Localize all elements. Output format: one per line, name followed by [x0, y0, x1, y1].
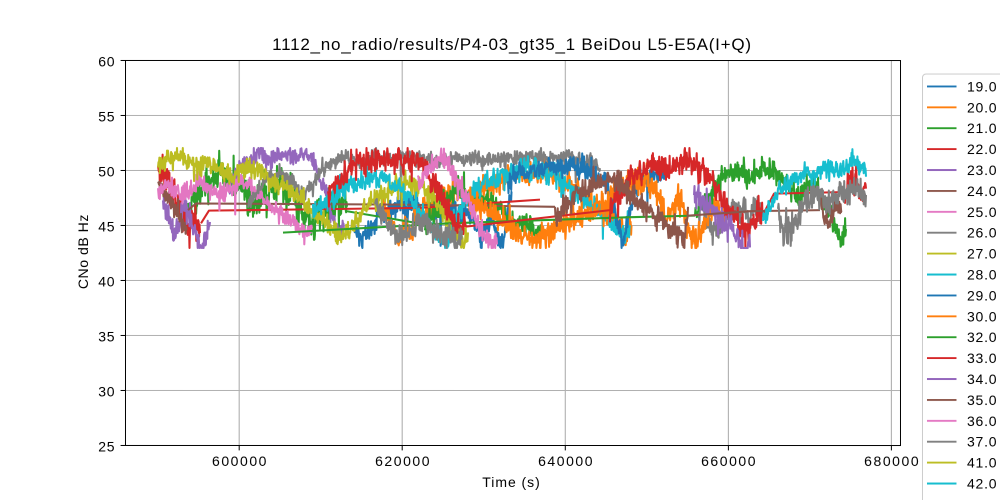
- svg-text:36.0: 36.0: [967, 413, 997, 429]
- svg-text:660000: 660000: [701, 453, 757, 469]
- svg-text:55: 55: [98, 108, 115, 124]
- svg-text:27.0: 27.0: [967, 246, 997, 262]
- svg-text:33.0: 33.0: [967, 350, 997, 366]
- svg-text:26.0: 26.0: [967, 225, 997, 241]
- svg-text:37.0: 37.0: [967, 434, 997, 450]
- svg-text:35: 35: [98, 328, 115, 344]
- svg-text:41.0: 41.0: [967, 455, 997, 471]
- svg-text:43.0: 43.0: [967, 496, 997, 500]
- svg-text:25.0: 25.0: [967, 204, 997, 220]
- svg-text:45: 45: [98, 218, 115, 234]
- svg-text:24.0: 24.0: [967, 183, 997, 199]
- svg-text:680000: 680000: [864, 453, 920, 469]
- svg-text:34.0: 34.0: [967, 371, 997, 387]
- svg-text:60: 60: [98, 53, 115, 69]
- svg-text:28.0: 28.0: [967, 267, 997, 283]
- svg-text:40: 40: [98, 273, 115, 289]
- svg-text:CNo dB Hz: CNo dB Hz: [75, 214, 91, 289]
- svg-text:23.0: 23.0: [967, 162, 997, 178]
- svg-text:32.0: 32.0: [967, 329, 997, 345]
- svg-text:600000: 600000: [212, 453, 268, 469]
- svg-text:30: 30: [98, 383, 115, 399]
- svg-text:20.0: 20.0: [967, 99, 997, 115]
- svg-text:25: 25: [98, 438, 115, 454]
- svg-text:30.0: 30.0: [967, 308, 997, 324]
- svg-text:35.0: 35.0: [967, 392, 997, 408]
- svg-text:22.0: 22.0: [967, 141, 997, 157]
- svg-text:1112_no_radio/results/P4-03_gt: 1112_no_radio/results/P4-03_gt35_1 BeiDo…: [272, 35, 752, 54]
- svg-text:29.0: 29.0: [967, 287, 997, 303]
- svg-text:Time (s): Time (s): [482, 474, 540, 490]
- svg-text:21.0: 21.0: [967, 120, 997, 136]
- svg-text:19.0: 19.0: [967, 78, 997, 94]
- svg-text:620000: 620000: [375, 453, 431, 469]
- svg-text:42.0: 42.0: [967, 476, 997, 492]
- svg-text:640000: 640000: [538, 453, 594, 469]
- svg-text:50: 50: [98, 163, 115, 179]
